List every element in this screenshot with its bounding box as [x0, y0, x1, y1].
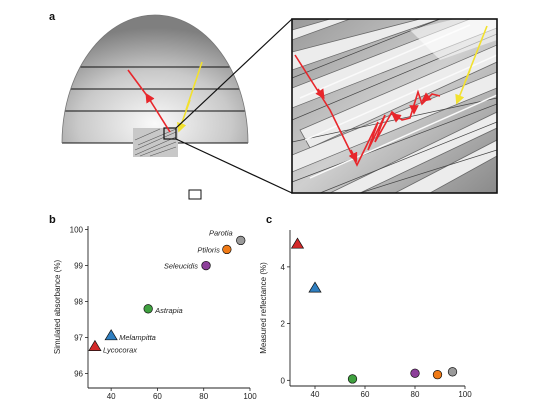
chart-b-simulated-absorbance: 96 97 98 99 100 40 60 80 100 Simulated absorbance… — [53, 226, 257, 401]
point-b-seleucidis — [201, 260, 211, 271]
species-label-astrapia: Astrapia — [154, 306, 183, 315]
y-tick-label-c: 4 — [281, 263, 286, 272]
y-tick-label-c: 0 — [281, 376, 286, 385]
point-c-astrapia — [347, 374, 358, 384]
zoom-line-bottom — [175, 138, 293, 194]
x-tick-label-c: 40 — [311, 390, 320, 399]
point-b-ptiloris — [222, 244, 232, 255]
y-axis-label-b: Simulated absorbance (%) — [53, 260, 62, 355]
species-label-parotia: Parotia — [209, 228, 233, 237]
x-tick-label-c: 100 — [458, 390, 472, 399]
point-c-lycocorax — [290, 237, 305, 249]
integrating-sphere — [62, 15, 248, 143]
species-label-seleucidis: Seleucidis — [164, 262, 198, 271]
incident-yellow-light — [455, 25, 488, 105]
x-tick-label-b: 80 — [199, 392, 208, 401]
x-tick-label-b: 100 — [243, 392, 257, 401]
panel-b-label: b — [49, 214, 56, 226]
y-tick-label-b: 100 — [70, 226, 84, 235]
species-label-melampitta: Melampitta — [119, 333, 156, 342]
x-tick-label-c: 80 — [411, 390, 420, 399]
species-label-lycocorax: Lycocorax — [103, 346, 137, 355]
point-b-lycocorax — [88, 339, 102, 351]
point-c-melampitta — [308, 281, 322, 293]
point-b-parotia — [236, 235, 246, 246]
feather-sample — [133, 127, 178, 157]
x-tick-label-b: 60 — [153, 392, 162, 401]
x-tick-label-c: 60 — [361, 390, 370, 399]
dome-diagram — [61, 14, 293, 200]
y-tick-label-b: 97 — [74, 334, 83, 343]
point-b-astrapia — [143, 304, 153, 314]
x-tick-label-b: 40 — [107, 392, 116, 401]
point-b-melampitta — [104, 329, 118, 341]
y-tick-label-b: 98 — [74, 298, 83, 307]
y-axis-label-c: Measured reflectance (%) — [259, 262, 268, 354]
point-c-parotia — [447, 367, 458, 377]
y-tick-label-b: 96 — [74, 370, 83, 379]
point-c-seleucidis — [410, 368, 420, 378]
point-c-ptiloris — [432, 370, 443, 380]
zoom-line-top — [175, 18, 293, 129]
scale-box — [188, 189, 202, 200]
y-tick-label-b: 99 — [74, 262, 83, 271]
scattered-light-path — [294, 54, 441, 167]
feather-microstructure-image — [291, 18, 498, 194]
zoom-box — [163, 127, 177, 140]
chart-c-measured-reflectance: 0 2 4 40 60 80 100 Measured reflectance (%) — [259, 230, 472, 399]
species-label-ptiloris: Ptiloris — [197, 245, 220, 254]
y-tick-label-c: 2 — [281, 320, 286, 329]
panel-c-label: c — [266, 214, 272, 226]
panel-a-label: a — [49, 11, 56, 23]
